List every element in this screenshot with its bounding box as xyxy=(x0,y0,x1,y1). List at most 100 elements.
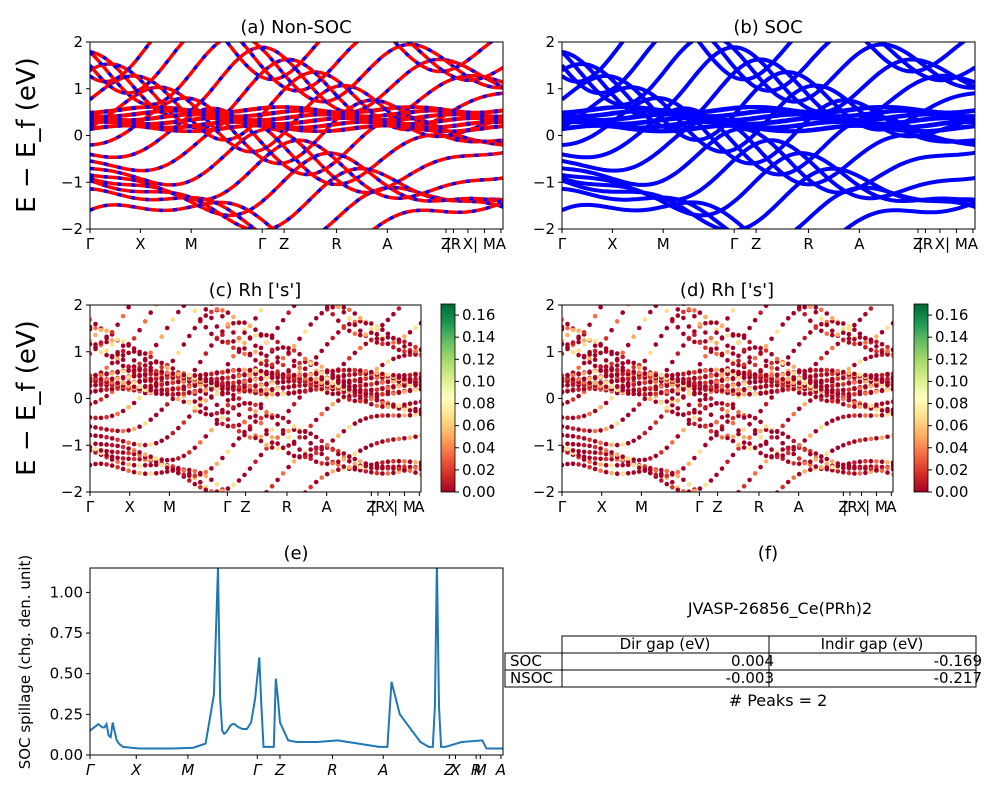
projection-point xyxy=(242,372,247,378)
projection-point xyxy=(220,308,225,313)
projection-point xyxy=(269,415,275,420)
projection-point xyxy=(341,324,347,329)
projection-point xyxy=(258,452,264,458)
projection-point xyxy=(391,459,396,464)
projection-point xyxy=(697,390,703,396)
projection-point xyxy=(857,466,863,471)
projection-point xyxy=(308,484,313,490)
band-line xyxy=(562,57,975,131)
projection-point xyxy=(275,339,280,345)
projection-point xyxy=(297,365,302,371)
projection-point xyxy=(209,427,214,433)
projection-point xyxy=(181,472,187,478)
projection-point xyxy=(576,365,581,371)
projection-point xyxy=(758,419,763,425)
projection-point xyxy=(93,433,98,438)
projection-point xyxy=(703,384,708,389)
projection-point xyxy=(763,453,769,459)
projection-point xyxy=(352,322,358,328)
projection-point xyxy=(126,446,131,451)
projection-point xyxy=(841,462,846,468)
projection-point xyxy=(708,384,714,389)
projection-point xyxy=(697,398,703,403)
projection-point xyxy=(291,343,297,349)
projection-point xyxy=(198,479,203,485)
projection-point xyxy=(863,335,868,341)
projection-point xyxy=(675,313,681,318)
projection-point xyxy=(369,462,374,468)
projection-point xyxy=(214,324,220,329)
projection-point xyxy=(231,314,236,320)
projection-point xyxy=(385,413,391,418)
projection-point xyxy=(264,413,269,419)
projection-point xyxy=(725,419,730,424)
projection-point xyxy=(203,351,209,356)
projection-point xyxy=(885,434,890,440)
projection-point xyxy=(203,411,209,417)
projection-point xyxy=(407,373,413,378)
projection-point xyxy=(176,309,181,315)
projection-point xyxy=(214,336,220,342)
projection-point xyxy=(841,337,846,343)
projection-point xyxy=(374,370,380,376)
projection-point xyxy=(565,415,570,421)
projection-point xyxy=(562,462,565,468)
projection-point xyxy=(115,356,120,361)
projection-point xyxy=(665,296,670,301)
projection-point xyxy=(868,337,874,343)
projection-point xyxy=(380,460,385,465)
projection-point xyxy=(785,434,791,440)
projection-point xyxy=(648,372,653,377)
projection-point xyxy=(209,387,214,392)
projection-point xyxy=(852,327,857,332)
projection-point xyxy=(324,390,330,395)
x-tick-label: Z xyxy=(838,498,848,516)
projection-point xyxy=(636,387,642,393)
projection-point xyxy=(670,485,675,490)
projection-point xyxy=(181,372,187,378)
projection-point xyxy=(286,443,291,448)
projection-point xyxy=(402,413,407,418)
projection-point xyxy=(247,466,253,471)
projection-point xyxy=(137,442,142,448)
projection-point xyxy=(214,371,220,376)
projection-point xyxy=(269,435,275,440)
projection-point xyxy=(570,434,576,439)
projection-point xyxy=(603,364,609,369)
projection-point xyxy=(890,371,893,377)
projection-point xyxy=(846,440,852,446)
projection-point xyxy=(297,447,302,452)
projection-point xyxy=(774,366,780,371)
projection-point xyxy=(835,463,841,469)
projection-point xyxy=(785,316,791,321)
y-tick-label: 0.50 xyxy=(50,665,83,683)
projection-point xyxy=(214,402,220,408)
projection-point xyxy=(796,471,802,477)
projection-point xyxy=(380,400,385,406)
projection-point xyxy=(741,375,747,380)
projection-point xyxy=(341,373,347,379)
projection-point xyxy=(565,332,570,338)
projection-point xyxy=(214,391,220,397)
projection-point xyxy=(703,498,708,503)
projection-point xyxy=(863,459,868,464)
panel-d-yticks: 210−1−2 xyxy=(533,296,562,501)
projection-point xyxy=(302,329,308,334)
projection-point xyxy=(730,434,736,440)
projection-point xyxy=(730,351,736,356)
projection-point xyxy=(852,362,857,368)
projection-point xyxy=(396,458,402,464)
projection-point xyxy=(675,307,681,312)
projection-point xyxy=(703,380,708,386)
band-line xyxy=(562,108,975,119)
projection-point xyxy=(703,442,708,448)
projection-point xyxy=(302,356,308,362)
projection-point xyxy=(835,398,841,403)
x-tick-label: R xyxy=(331,235,341,253)
projection-point xyxy=(763,343,769,349)
projection-point xyxy=(269,484,275,489)
projection-point xyxy=(885,372,890,377)
projection-point xyxy=(330,335,335,341)
projection-point xyxy=(659,384,664,389)
projection-point xyxy=(187,400,192,405)
